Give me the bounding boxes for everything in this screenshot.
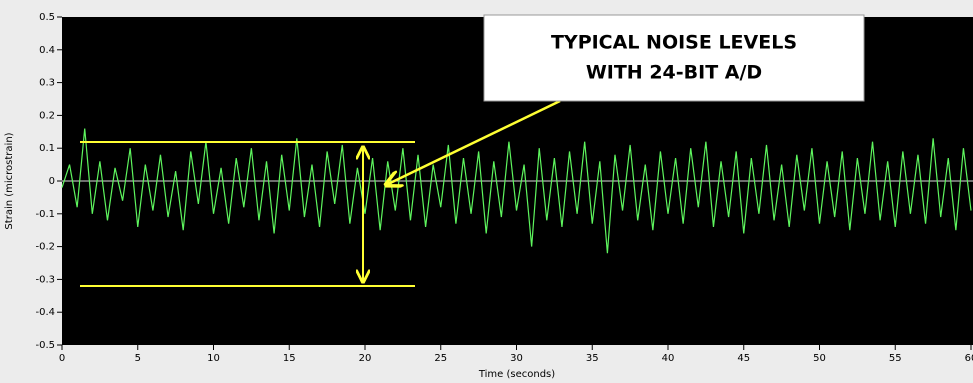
y-tick-label: 0 [49, 176, 55, 187]
x-tick-label: 40 [662, 353, 675, 364]
y-tick-label: -0.1 [35, 209, 55, 220]
x-tick-label: 50 [813, 353, 826, 364]
y-tick-label: -0.4 [35, 307, 55, 318]
x-tick-label: 0 [59, 353, 65, 364]
x-tick-label: 10 [207, 353, 220, 364]
x-axis-label: Time (seconds) [478, 369, 555, 380]
callout-box [483, 14, 865, 102]
y-tick-label: 0.4 [39, 45, 55, 56]
x-tick-label: 5 [135, 353, 141, 364]
callout-text: WITH 24-BIT A/D [586, 62, 762, 84]
callout-text: TYPICAL NOISE LEVELS [551, 32, 797, 54]
y-tick-label: -0.5 [35, 340, 55, 351]
y-tick-label: -0.3 [35, 274, 55, 285]
x-tick-label: 55 [889, 353, 902, 364]
x-tick-label: 30 [510, 353, 523, 364]
x-tick-label: 60 [965, 353, 973, 364]
callout-arrow [386, 99, 561, 185]
x-tick-label: 20 [359, 353, 372, 364]
signal-line [61, 128, 972, 254]
y-tick-label: -0.2 [35, 242, 55, 253]
y-axis-label: Strain (microstrain) [4, 132, 15, 229]
y-tick-label: 0.5 [39, 12, 55, 23]
y-tick-label: 0.3 [39, 78, 55, 89]
x-tick-label: 35 [586, 353, 599, 364]
x-tick-label: 45 [737, 353, 750, 364]
y-tick-label: 0.2 [39, 110, 55, 121]
x-tick-label: 15 [283, 353, 296, 364]
y-tick-label: 0.1 [39, 143, 55, 154]
x-tick-label: 25 [434, 353, 447, 364]
